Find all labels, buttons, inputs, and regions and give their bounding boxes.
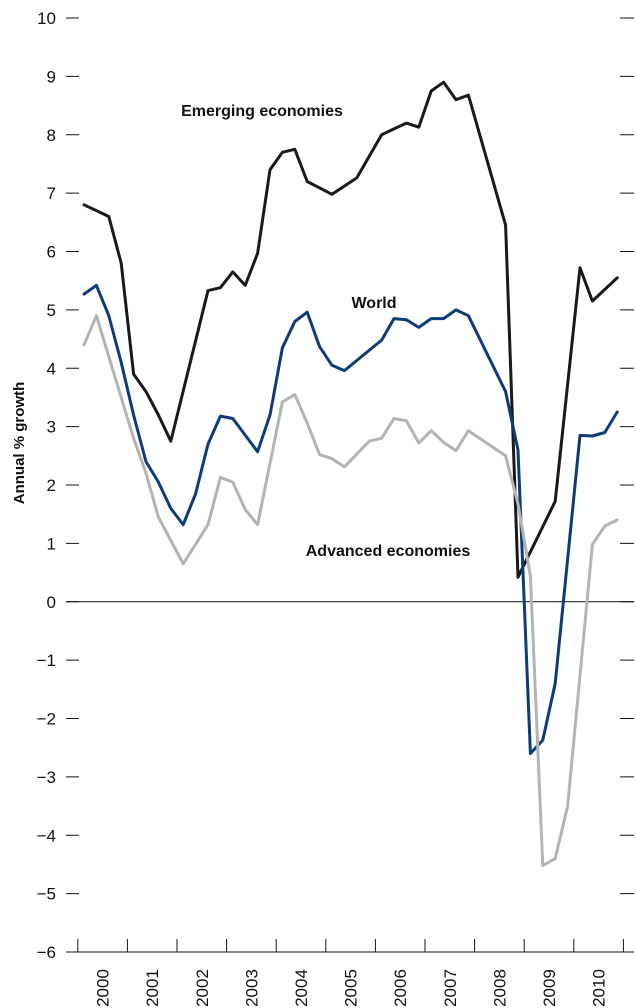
x-tick-label: 2007	[441, 969, 460, 1007]
y-axis-title: Annual % growth	[11, 382, 28, 505]
series-line-advanced-economies	[82, 314, 619, 868]
y-tick-label: 3	[47, 418, 56, 437]
y-tick-label: 1	[47, 534, 56, 553]
y-axis-ticks-left	[66, 17, 79, 953]
x-tick-label: 2009	[540, 969, 559, 1007]
x-axis-ticks	[77, 939, 624, 952]
x-tick-label: 2005	[342, 969, 361, 1007]
series-lines	[82, 80, 619, 868]
y-tick-label: 7	[47, 184, 56, 203]
x-tick-label: 2001	[143, 969, 162, 1007]
x-tick-label: 2006	[391, 969, 410, 1007]
x-tick-label: 2010	[590, 969, 609, 1007]
y-tick-label: 6	[47, 243, 56, 262]
y-tick-label: 0	[47, 593, 56, 612]
x-tick-label: 2004	[292, 969, 311, 1007]
series-line-world	[82, 283, 619, 755]
x-tick-label: 2002	[193, 969, 212, 1007]
y-axis-ticks-right	[620, 17, 634, 953]
y-tick-label: 8	[47, 126, 56, 145]
y-axis-tick-labels: −6 −5 −4 −3 −2 −1 0 1 2 3 4 5 6 7 8 9 10	[37, 9, 56, 962]
series-label-advanced-economies: Advanced economies	[306, 543, 471, 560]
y-tick-label: 4	[47, 359, 56, 378]
y-tick-label: 5	[47, 301, 56, 320]
y-tick-label: 9	[47, 67, 56, 86]
x-tick-label: 2008	[490, 969, 509, 1007]
y-tick-label: −3	[37, 768, 56, 787]
y-tick-label: 10	[37, 9, 56, 28]
x-axis-tick-labels: 2000 2001 2002 2003 2004 2005 2006 2007 2008 2009…	[94, 969, 609, 1007]
y-tick-label: −6	[37, 943, 56, 962]
y-tick-label: −2	[37, 710, 56, 729]
y-tick-label: 2	[47, 476, 56, 495]
y-tick-label: −5	[37, 885, 56, 904]
series-label-world: World	[351, 295, 396, 312]
series-line-emerging-economies	[82, 80, 619, 579]
y-tick-label: −4	[37, 826, 56, 845]
series-label-emerging-economies: Emerging economies	[181, 103, 343, 120]
y-tick-label: −1	[37, 651, 56, 670]
x-tick-label: 2003	[242, 969, 261, 1007]
x-tick-label: 2000	[94, 969, 113, 1007]
